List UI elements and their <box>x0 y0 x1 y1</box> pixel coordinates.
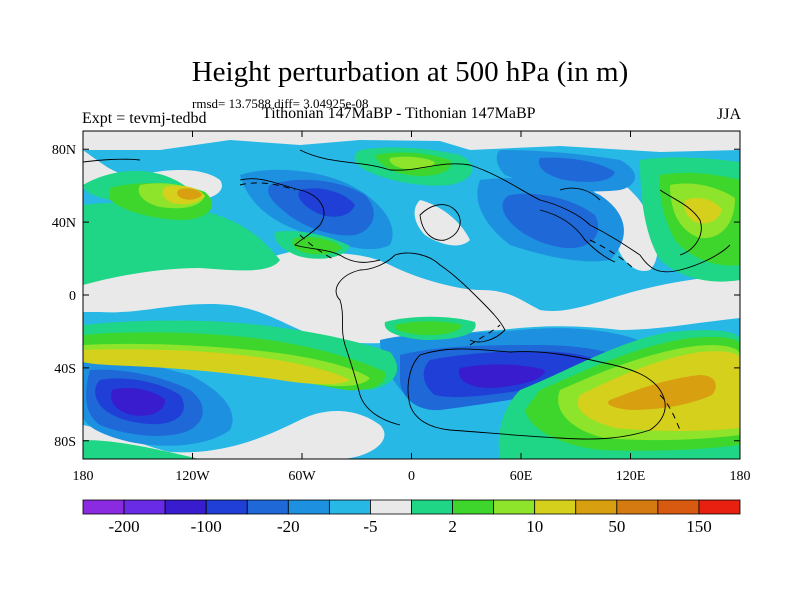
colorbar-swatch <box>123 499 166 515</box>
experiment-label: Expt = tevmj-tedbd <box>82 110 207 127</box>
colorbar-swatch <box>328 499 371 515</box>
x-tick-label: 120W <box>175 469 210 484</box>
colorbar-label: 50 <box>608 517 625 536</box>
colorbar-swatch <box>534 499 577 515</box>
colorbar-swatch <box>493 499 536 515</box>
colorbar-label: 150 <box>686 517 712 536</box>
colorbar-swatch <box>657 499 700 515</box>
colorbar-swatch <box>82 499 125 515</box>
continent-outlines <box>83 149 731 440</box>
contour-field <box>83 131 740 459</box>
colorbar-swatch <box>205 499 248 515</box>
deep-blue-regions <box>111 364 545 416</box>
y-tick-label: 40N <box>52 216 76 231</box>
colorbar-swatch <box>246 499 289 515</box>
colorbar-swatch <box>164 499 207 515</box>
y-tick-label: 80N <box>52 143 76 158</box>
season-label: JJA <box>716 106 741 123</box>
y-tick-label: 40S <box>54 362 76 377</box>
colorbar: -200 -100 -20 -5 2 10 50 150 <box>82 499 741 536</box>
colorbar-label: -200 <box>108 517 139 536</box>
colorbar-label: -100 <box>191 517 222 536</box>
x-tick-label: 120E <box>616 469 646 484</box>
x-tick-label: 60E <box>510 469 533 484</box>
x-tick-label: 60W <box>288 469 316 484</box>
period-label: Tithonian 147MaBP - Tithonian 147MaBP <box>262 105 536 122</box>
x-tick-label: 180 <box>73 469 94 484</box>
colorbar-swatch <box>287 499 330 515</box>
colorbar-swatch <box>616 499 659 515</box>
stats-line: rmsd= 13.7588 diff= 3.04925e-08 <box>192 96 369 111</box>
axis-ticks: 180 120W 60W 0 60E 120E 180 80N 40N 0 40S 80S <box>52 131 751 484</box>
colorbar-label: -5 <box>363 517 377 536</box>
colorbar-swatch <box>575 499 618 515</box>
colorbar-swatch <box>370 499 412 515</box>
colorbar-label: -20 <box>277 517 300 536</box>
x-tick-label: 180 <box>730 469 751 484</box>
colorbar-label: 2 <box>448 517 457 536</box>
map-title: Height perturbation at 500 hPa (in m) <box>191 56 629 88</box>
y-tick-label: 0 <box>69 289 76 304</box>
colorbar-label: 10 <box>526 517 543 536</box>
x-tick-label: 0 <box>408 469 415 484</box>
colorbar-swatch <box>452 499 495 515</box>
y-tick-label: 80S <box>54 435 76 450</box>
colorbar-swatch <box>698 499 741 515</box>
colorbar-swatch <box>411 499 453 515</box>
dashed-outlines <box>239 182 681 431</box>
